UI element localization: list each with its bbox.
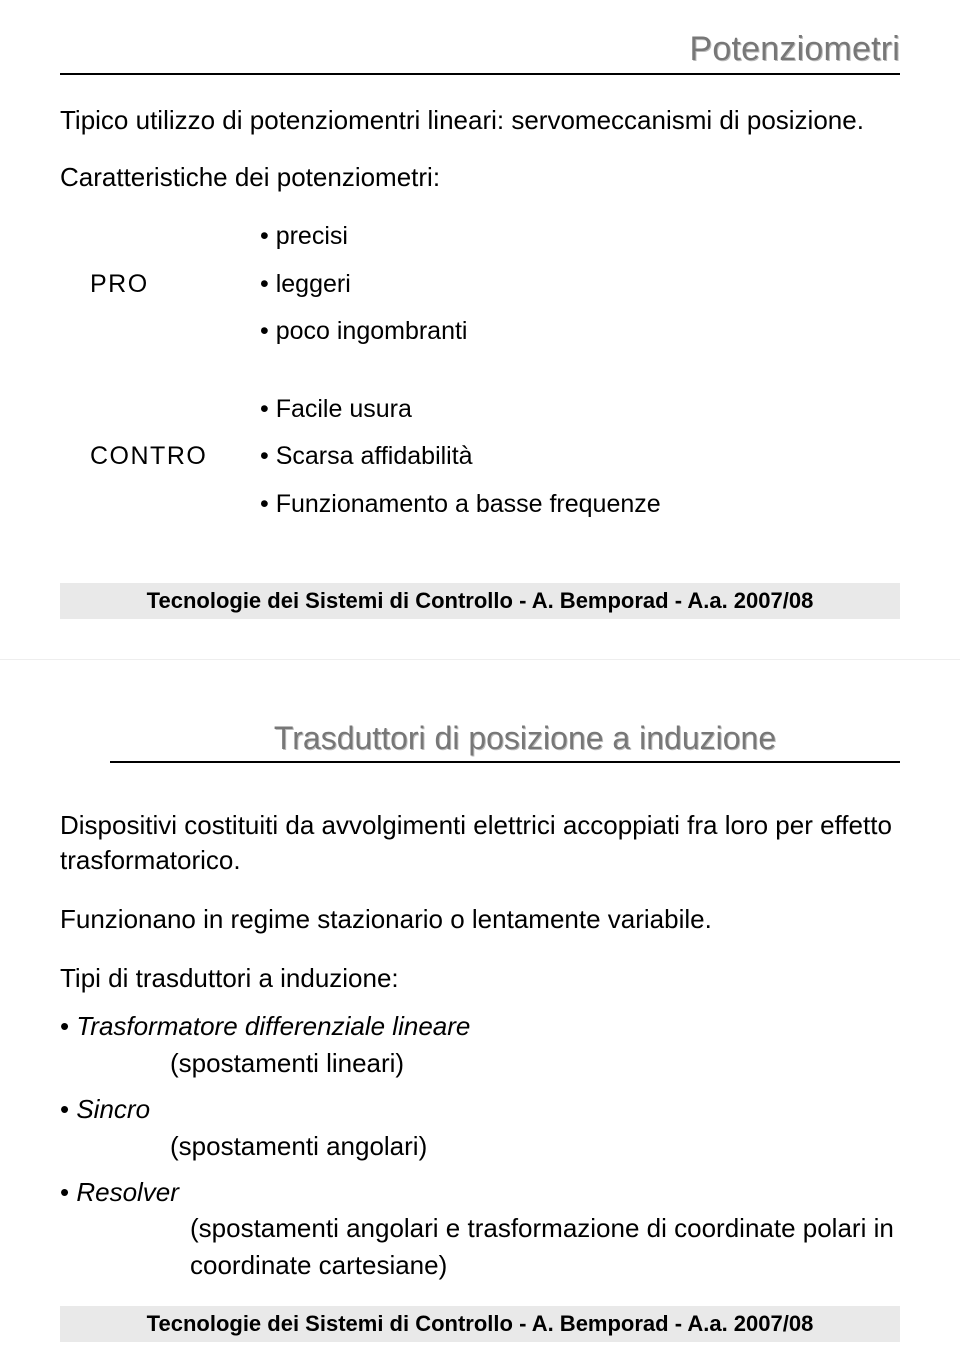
contro-list: Facile usura Scarsa affidabilità Funzion… — [260, 386, 661, 529]
slide-title: Trasduttori di posizione a induzione — [110, 720, 900, 763]
contro-label: CONTRO — [90, 442, 260, 471]
list-item: Trasformatore differenziale lineare (spo… — [60, 1008, 900, 1081]
type-desc: (spostamenti angolari) — [60, 1128, 900, 1164]
paragraph-1: Dispositivi costituiti da avvolgimenti e… — [60, 808, 900, 878]
slide-potenziometri: Potenziometri Tipico utilizzo di potenzi… — [0, 0, 960, 660]
footer-bar: Tecnologie dei Sistemi di Controllo - A.… — [60, 1306, 900, 1342]
pro-list: precisi leggeri poco ingombranti — [260, 213, 468, 356]
intro-paragraph: Tipico utilizzo di potenziomentri linear… — [60, 103, 900, 138]
pro-row: PRO precisi leggeri poco ingombranti — [60, 213, 900, 356]
type-name: Sincro — [76, 1094, 150, 1124]
characteristics-heading: Caratteristiche dei potenziometri: — [60, 162, 900, 193]
list-item: Funzionamento a basse frequenze — [260, 481, 661, 529]
slide-trasduttori: Trasduttori di posizione a induzione Dis… — [0, 660, 960, 1367]
list-item: Scarsa affidabilità — [260, 433, 661, 481]
contro-row: CONTRO Facile usura Scarsa affidabilità … — [60, 386, 900, 529]
type-name: Resolver — [76, 1177, 179, 1207]
type-desc: (spostamenti angolari e trasformazione d… — [60, 1210, 900, 1283]
list-item: precisi — [260, 213, 468, 261]
list-item: Sincro (spostamenti angolari) — [60, 1091, 900, 1164]
pro-label: PRO — [90, 270, 260, 299]
types-list: Trasformatore differenziale lineare (spo… — [60, 1008, 900, 1283]
paragraph-2: Funzionano in regime stazionario o lenta… — [60, 902, 900, 937]
list-item: leggeri — [260, 261, 468, 309]
page-container: Potenziometri Tipico utilizzo di potenzi… — [0, 0, 960, 1367]
paragraph-3: Tipi di trasduttori a induzione: — [60, 961, 900, 996]
slide-title: Potenziometri — [60, 30, 900, 75]
footer-bar: Tecnologie dei Sistemi di Controllo - A.… — [60, 583, 900, 619]
list-item: Resolver (spostamenti angolari e trasfor… — [60, 1174, 900, 1283]
list-item: poco ingombranti — [260, 308, 468, 356]
list-item: Facile usura — [260, 386, 661, 434]
type-desc: (spostamenti lineari) — [60, 1045, 900, 1081]
title-wrap: Trasduttori di posizione a induzione — [60, 720, 900, 763]
type-name: Trasformatore differenziale lineare — [76, 1011, 470, 1041]
